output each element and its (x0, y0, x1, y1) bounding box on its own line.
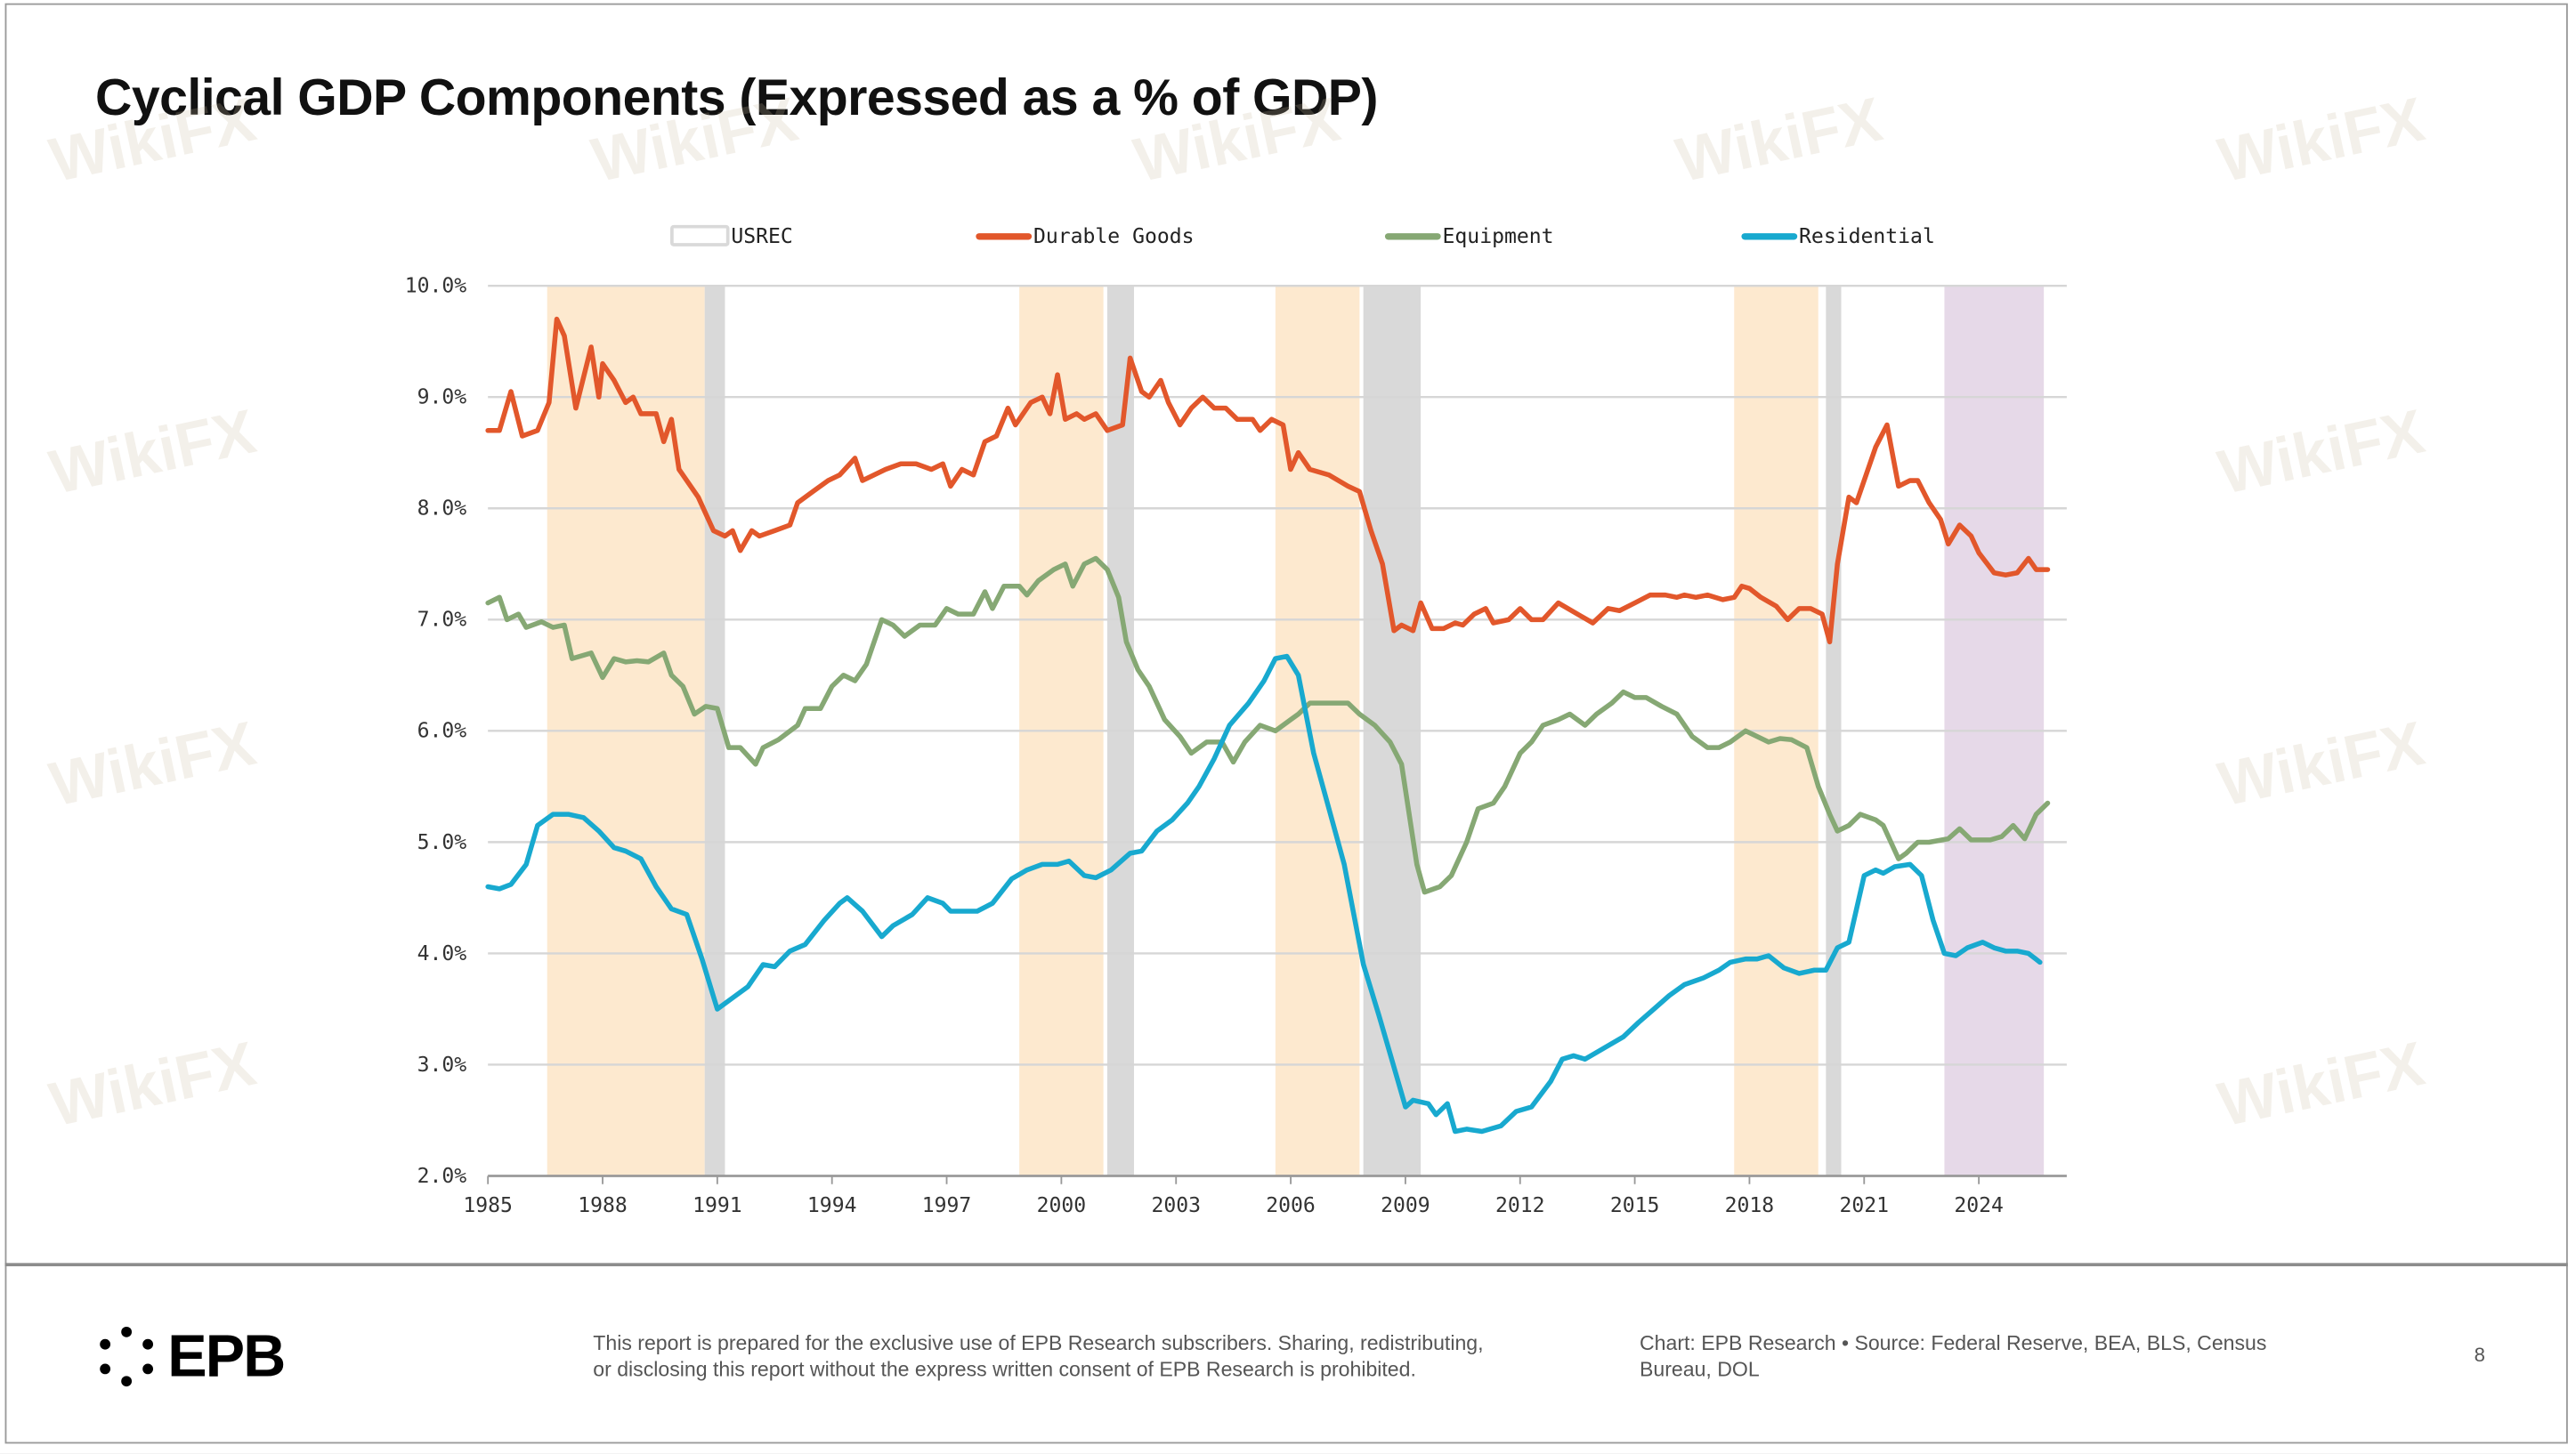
legend-swatch (1741, 232, 1798, 239)
series-line-equipment (485, 555, 2051, 895)
disclaimer: This report is prepared for the exclusiv… (593, 1330, 1483, 1383)
x-tick-label: 2021 (1839, 1194, 1889, 1217)
x-tick-label: 2024 (1954, 1194, 2004, 1217)
legend-label: Durable Goods (1033, 223, 1195, 248)
x-tick-label: 2009 (1381, 1194, 1430, 1217)
legend-item-durable-goods: Durable Goods (976, 223, 1195, 248)
source-line: Bureau, DOL (1640, 1358, 1760, 1382)
x-tick-label: 1988 (578, 1194, 628, 1217)
page-title: Cyclical GDP Components (Expressed as a … (95, 69, 1378, 127)
x-tick-label: 2003 (1151, 1194, 1201, 1217)
y-tick-label: 4.0% (417, 942, 467, 965)
legend-item-residential: Residential (1741, 223, 1935, 248)
epb-logo: EPB (95, 1321, 286, 1392)
x-tick-label: 2012 (1495, 1194, 1545, 1217)
x-tick-label: 2015 (1610, 1194, 1660, 1217)
footer-divider (4, 1263, 2568, 1267)
x-tick-label: 1991 (693, 1194, 742, 1217)
y-tick-label: 3.0% (417, 1054, 467, 1077)
legend-label: Residential (1799, 223, 1935, 248)
legend-swatch (1384, 232, 1441, 239)
x-tick-label: 1985 (463, 1194, 513, 1217)
y-tick-label: 10.0% (405, 275, 467, 298)
legend-item-usrec: USREC (670, 223, 793, 248)
disclaimer-line: This report is prepared for the exclusiv… (593, 1331, 1484, 1355)
source-note: Chart: EPB Research • Source: Federal Re… (1640, 1330, 2266, 1383)
y-tick-label: 9.0% (417, 386, 467, 409)
disclaimer-line: or disclosing this report without the ex… (593, 1358, 1416, 1382)
series-line-residential (485, 653, 2043, 1135)
x-tick-label: 2018 (1725, 1194, 1775, 1217)
legend-label: Equipment (1442, 223, 1554, 248)
epb-logo-icon (100, 1326, 154, 1387)
x-tick-label: 1997 (922, 1194, 972, 1217)
series-line-durable-goods (485, 316, 2051, 645)
legend-swatch (976, 232, 1033, 239)
source-line: Chart: EPB Research • Source: Federal Re… (1640, 1331, 2267, 1355)
x-tick-label: 2006 (1266, 1194, 1316, 1217)
x-tick-label: 1994 (807, 1194, 857, 1217)
page-frame (4, 3, 2568, 1444)
page-number: 8 (2474, 1343, 2485, 1367)
y-tick-label: 7.0% (417, 609, 467, 632)
legend-item-equipment: Equipment (1384, 223, 1554, 248)
x-tick-label: 2000 (1037, 1194, 1087, 1217)
logo-text: EPB (167, 1321, 286, 1390)
y-tick-label: 5.0% (417, 831, 467, 854)
legend-swatch (670, 224, 730, 246)
y-tick-label: 8.0% (417, 497, 467, 521)
y-tick-label: 6.0% (417, 720, 467, 743)
legend-label: USREC (731, 223, 793, 248)
y-tick-label: 2.0% (417, 1165, 467, 1188)
